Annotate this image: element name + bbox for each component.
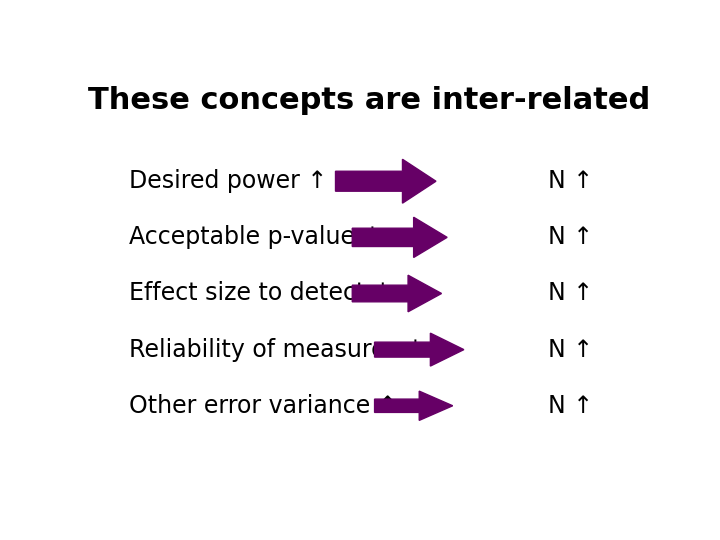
Text: Desired power ↑: Desired power ↑ — [129, 169, 327, 193]
Text: N ↑: N ↑ — [547, 338, 593, 362]
Text: N ↑: N ↑ — [547, 169, 593, 193]
FancyArrow shape — [352, 217, 447, 258]
Text: Effect size to detect ↓: Effect size to detect ↓ — [129, 281, 392, 306]
Text: N ↑: N ↑ — [547, 225, 593, 249]
FancyArrow shape — [374, 391, 453, 421]
Text: Reliability of measures ↓: Reliability of measures ↓ — [129, 338, 426, 362]
Text: These concepts are inter-related: These concepts are inter-related — [88, 85, 650, 114]
Text: N ↑: N ↑ — [547, 281, 593, 306]
Text: Other error variance ↑: Other error variance ↑ — [129, 394, 397, 418]
FancyArrow shape — [352, 275, 441, 312]
Text: Acceptable p-value ↓: Acceptable p-value ↓ — [129, 225, 382, 249]
FancyArrow shape — [336, 159, 436, 203]
FancyArrow shape — [374, 333, 464, 366]
Text: N ↑: N ↑ — [547, 394, 593, 418]
